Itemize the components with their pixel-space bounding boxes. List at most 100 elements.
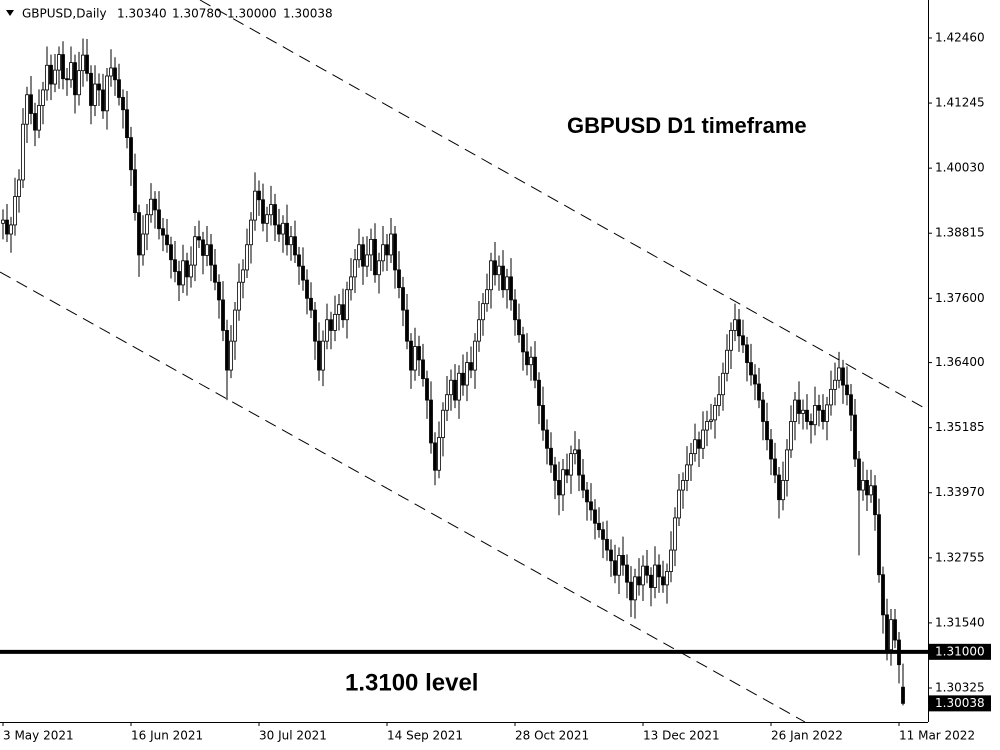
candle-body bbox=[601, 529, 605, 540]
candle-body bbox=[713, 405, 717, 421]
candle-body bbox=[113, 67, 117, 81]
candle-body bbox=[829, 388, 833, 406]
high-label: 1.30780 bbox=[172, 7, 222, 21]
candle-body bbox=[509, 276, 513, 301]
candle-body bbox=[181, 260, 185, 286]
x-tick-label: 26 Jan 2022 bbox=[771, 729, 843, 743]
candle-body bbox=[425, 378, 429, 401]
x-tick-label: 14 Sep 2021 bbox=[387, 729, 463, 743]
candle-body bbox=[329, 319, 333, 331]
candle-body bbox=[201, 239, 205, 256]
candle-body bbox=[49, 64, 53, 85]
candle-body bbox=[517, 319, 521, 336]
candle-body bbox=[533, 356, 537, 381]
candle-body bbox=[805, 409, 809, 422]
candle-body bbox=[257, 190, 261, 201]
y-tick-label: 1.40030 bbox=[935, 161, 985, 175]
candle-body bbox=[237, 281, 241, 311]
candle-body bbox=[45, 64, 49, 91]
candle-body bbox=[665, 571, 669, 586]
candle-body bbox=[53, 69, 57, 85]
candle-body bbox=[789, 421, 793, 451]
candle-body bbox=[193, 236, 197, 266]
candle-body bbox=[565, 469, 569, 476]
candle-body bbox=[765, 421, 769, 441]
candle-body bbox=[493, 260, 497, 276]
last-price-box bbox=[929, 695, 991, 712]
candle-body bbox=[701, 429, 705, 449]
candle-body bbox=[481, 303, 485, 321]
candle-body bbox=[625, 564, 629, 583]
candle-body bbox=[869, 485, 873, 496]
candle-body bbox=[485, 289, 489, 305]
candle-body bbox=[797, 399, 801, 414]
candle-body bbox=[653, 564, 657, 588]
candle-body bbox=[669, 549, 673, 572]
candle-body bbox=[545, 429, 549, 449]
candle-body bbox=[29, 94, 33, 114]
candle-body bbox=[605, 538, 609, 551]
candle-body bbox=[469, 362, 473, 371]
candle-body bbox=[77, 70, 81, 96]
close-label: 1.30038 bbox=[283, 7, 333, 21]
candle-body bbox=[301, 265, 305, 281]
candle-body bbox=[109, 67, 113, 77]
candle-body bbox=[873, 485, 877, 516]
candle-body bbox=[641, 565, 645, 586]
candle-body bbox=[317, 340, 321, 371]
candle-body bbox=[449, 379, 453, 396]
candle-body bbox=[853, 414, 857, 460]
candle-body bbox=[97, 83, 101, 91]
last-price-label: 1.30038 bbox=[935, 696, 985, 710]
candle-body bbox=[101, 89, 105, 112]
candle-body bbox=[157, 209, 161, 230]
candle-body bbox=[757, 383, 761, 401]
candle-body bbox=[889, 619, 893, 651]
candle-body bbox=[437, 437, 441, 471]
candle-body bbox=[169, 244, 173, 261]
candle-body bbox=[345, 289, 349, 321]
candle-body bbox=[421, 359, 425, 380]
candle-body bbox=[693, 439, 697, 455]
candle-body bbox=[413, 346, 417, 371]
candle-body bbox=[753, 374, 757, 385]
candle-body bbox=[5, 219, 9, 235]
candle-body bbox=[773, 458, 777, 476]
candle-body bbox=[733, 319, 737, 331]
candle-body bbox=[385, 244, 389, 256]
candle-body bbox=[269, 204, 273, 216]
candle-body bbox=[801, 409, 805, 414]
candle-body bbox=[353, 259, 357, 278]
candle-body bbox=[685, 464, 689, 481]
lower-trendline bbox=[0, 271, 806, 723]
candle-body bbox=[185, 260, 189, 278]
candle-body bbox=[281, 222, 285, 235]
candle-body bbox=[349, 276, 353, 291]
candle-body bbox=[749, 362, 753, 376]
candle-body bbox=[729, 330, 733, 351]
candle-body bbox=[249, 219, 253, 246]
candle-body bbox=[505, 276, 509, 291]
y-tick-label: 1.35185 bbox=[935, 420, 985, 434]
candle-body bbox=[633, 576, 637, 601]
candle-body bbox=[477, 319, 481, 342]
y-tick-label: 1.42460 bbox=[935, 30, 985, 44]
candle-body bbox=[241, 269, 245, 283]
candle-body bbox=[221, 299, 225, 331]
candle-body bbox=[845, 384, 849, 396]
candle-body bbox=[125, 109, 129, 139]
candle-body bbox=[285, 222, 289, 246]
candle-body bbox=[253, 190, 257, 221]
candle-body bbox=[877, 514, 881, 576]
candle-body bbox=[89, 72, 93, 106]
candle-body bbox=[85, 54, 89, 74]
x-tick-label: 11 Mar 2022 bbox=[899, 729, 975, 743]
candle-body bbox=[589, 501, 593, 511]
candle-body bbox=[393, 233, 397, 271]
candle-body bbox=[745, 344, 749, 363]
candle-body bbox=[837, 367, 841, 381]
candle-body bbox=[709, 419, 713, 422]
candle-body bbox=[613, 560, 617, 576]
candle-body bbox=[901, 686, 905, 704]
